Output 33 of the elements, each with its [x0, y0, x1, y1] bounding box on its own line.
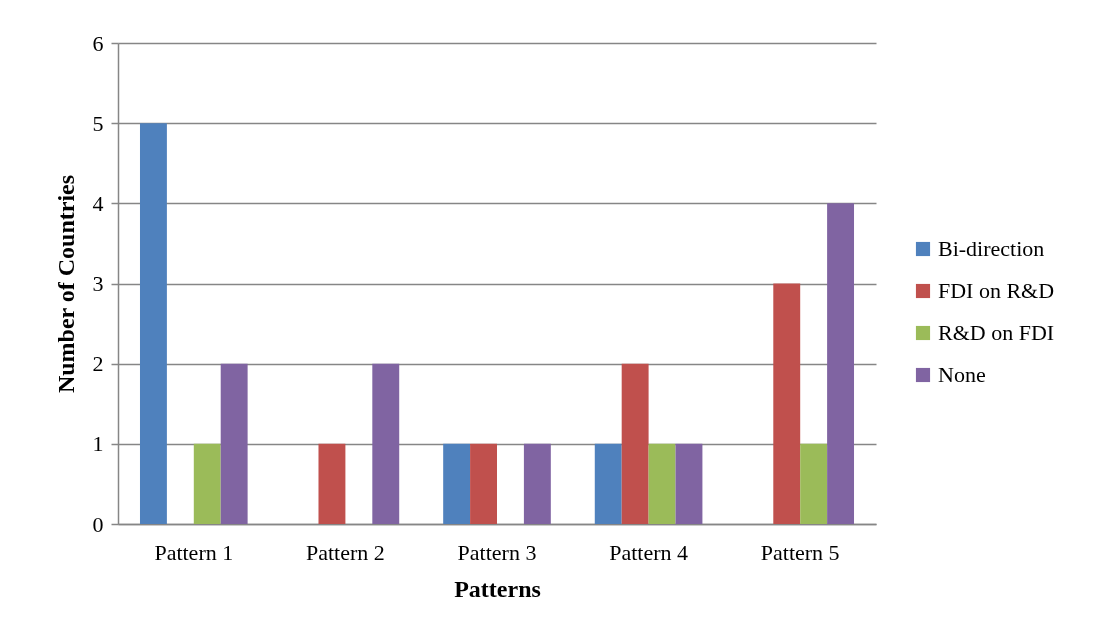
x-tick-label: Pattern 4: [609, 539, 689, 565]
bar: [443, 443, 471, 524]
legend-label: R&D on FDI: [938, 320, 1055, 345]
bar: [139, 123, 167, 524]
bar: [220, 363, 248, 524]
bar: [773, 283, 801, 524]
y-tick-label: 6: [92, 30, 104, 56]
legend-label: None: [938, 362, 986, 387]
x-tick-label: Pattern 2: [305, 539, 385, 565]
bar: [594, 443, 622, 524]
bar: [523, 443, 551, 524]
y-tick-label: 4: [92, 190, 104, 216]
bar: [318, 443, 346, 524]
bar: [800, 443, 828, 524]
bar: [470, 443, 497, 524]
bar: [675, 443, 703, 524]
bar: [648, 443, 676, 524]
y-tick-label: 1: [92, 431, 104, 457]
y-tick-label: 2: [92, 351, 104, 377]
bar: [621, 363, 649, 524]
bar: [372, 363, 400, 524]
bar: [827, 203, 855, 524]
x-tick-label: Pattern 5: [760, 539, 840, 565]
x-tick-label: Pattern 1: [154, 539, 234, 565]
x-axis-title: Patterns: [454, 575, 541, 602]
bar: [193, 443, 221, 524]
legend-label: FDI on R&D: [938, 278, 1055, 303]
y-tick-label: 0: [92, 511, 104, 537]
y-tick-label: 5: [92, 110, 104, 136]
y-axis-title: Number of Countries: [52, 174, 79, 394]
legend-label: Bi-direction: [938, 236, 1045, 261]
y-tick-label: 3: [92, 271, 104, 296]
x-tick-label: Pattern 3: [457, 539, 537, 565]
